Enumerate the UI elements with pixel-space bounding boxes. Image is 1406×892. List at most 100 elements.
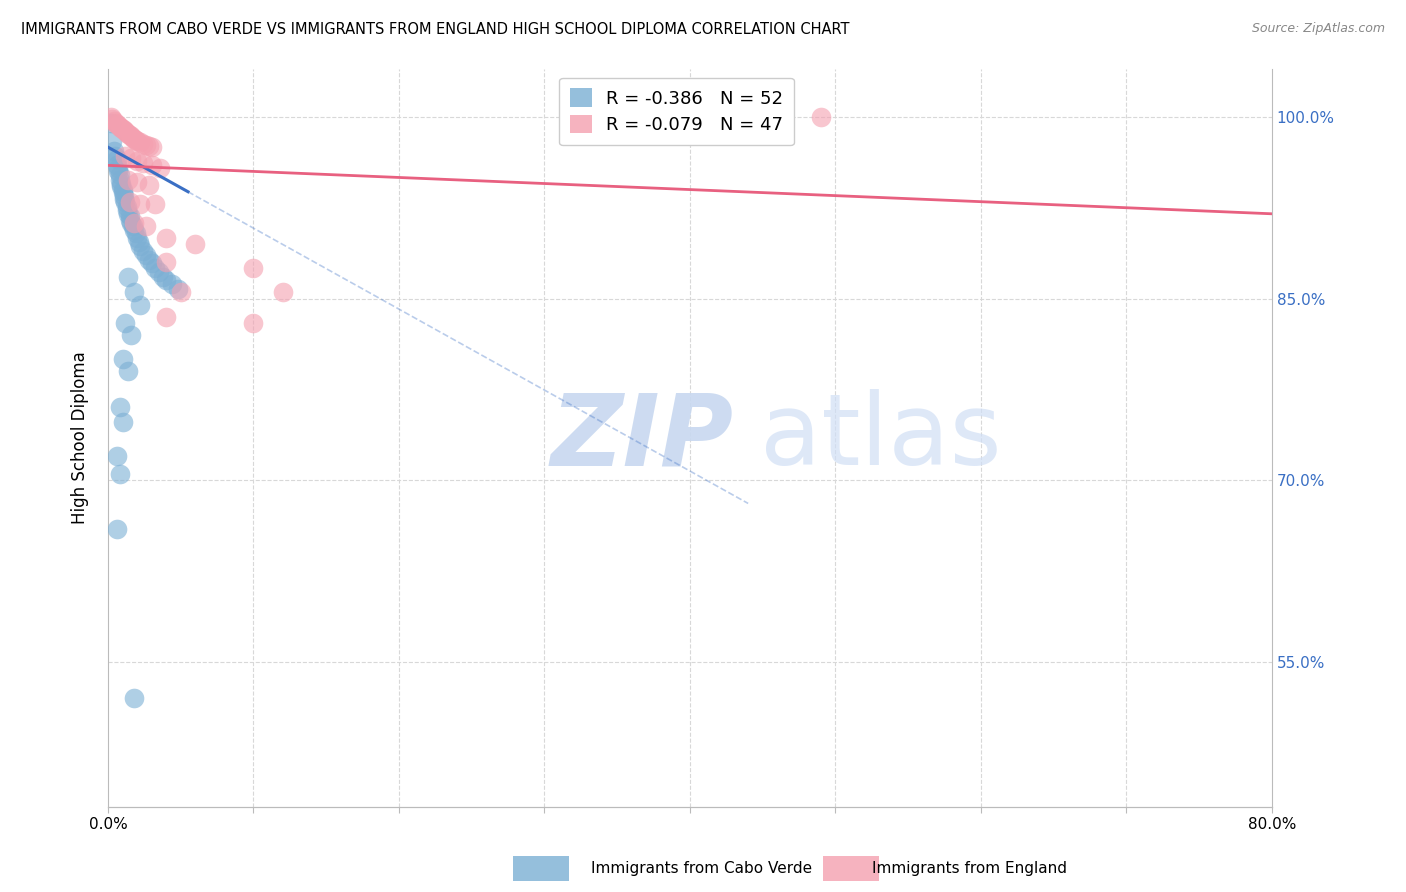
Point xyxy=(141,158,163,172)
Text: atlas: atlas xyxy=(759,389,1001,486)
Point xyxy=(112,192,135,206)
Point xyxy=(115,200,138,214)
Y-axis label: High School Diploma: High School Diploma xyxy=(72,351,89,524)
Point xyxy=(155,310,177,324)
Point xyxy=(132,156,155,170)
Text: IMMIGRANTS FROM CABO VERDE VS IMMIGRANTS FROM ENGLAND HIGH SCHOOL DIPLOMA CORREL: IMMIGRANTS FROM CABO VERDE VS IMMIGRANTS… xyxy=(21,22,849,37)
Point xyxy=(107,164,129,178)
Point xyxy=(100,110,122,124)
Point xyxy=(117,127,139,141)
Point xyxy=(129,239,152,253)
Point xyxy=(105,449,128,463)
Point xyxy=(122,691,145,706)
Point xyxy=(143,261,166,276)
Text: Immigrants from England: Immigrants from England xyxy=(872,861,1067,876)
Point xyxy=(129,197,152,211)
Point xyxy=(810,110,832,124)
Point xyxy=(242,316,264,330)
Point xyxy=(105,117,128,131)
Point xyxy=(127,134,149,148)
Point xyxy=(127,231,149,245)
Point xyxy=(111,415,134,429)
Point xyxy=(108,467,131,481)
Text: ZIP: ZIP xyxy=(550,389,734,486)
Point xyxy=(115,126,138,140)
Point xyxy=(108,120,131,134)
Point xyxy=(107,119,129,133)
Point xyxy=(143,197,166,211)
Point xyxy=(124,226,146,240)
Point xyxy=(114,316,136,330)
Point xyxy=(117,173,139,187)
Point xyxy=(105,158,128,172)
Point xyxy=(148,265,170,279)
Point xyxy=(108,168,131,182)
Point xyxy=(120,217,142,231)
Text: Immigrants from Cabo Verde: Immigrants from Cabo Verde xyxy=(591,861,811,876)
Point xyxy=(118,209,141,223)
Point xyxy=(155,255,177,269)
Point xyxy=(117,364,139,378)
Point xyxy=(115,203,138,218)
Point xyxy=(110,178,132,193)
Point xyxy=(135,248,157,262)
Point xyxy=(242,261,264,276)
Point xyxy=(155,231,177,245)
Point xyxy=(101,112,124,127)
Point xyxy=(110,177,132,191)
Point xyxy=(111,352,134,367)
Text: Source: ZipAtlas.com: Source: ZipAtlas.com xyxy=(1251,22,1385,36)
Point xyxy=(108,173,131,187)
Point xyxy=(118,212,141,227)
Point xyxy=(127,175,149,189)
Point xyxy=(117,207,139,221)
Point xyxy=(149,161,172,175)
Point xyxy=(135,137,157,152)
Point xyxy=(138,178,160,192)
Point xyxy=(141,256,163,270)
Point xyxy=(117,269,139,284)
Point xyxy=(111,185,134,199)
Point xyxy=(107,161,129,175)
Point xyxy=(152,269,174,284)
Point xyxy=(160,277,183,291)
Point xyxy=(108,401,131,415)
Point xyxy=(184,237,207,252)
Point xyxy=(103,144,125,158)
Point xyxy=(121,219,143,233)
Point xyxy=(104,149,127,163)
Point xyxy=(105,153,128,167)
Point xyxy=(111,122,134,136)
Point xyxy=(122,285,145,300)
Point xyxy=(138,252,160,267)
Point xyxy=(114,124,136,138)
Point xyxy=(101,134,124,148)
Point xyxy=(132,136,155,151)
Point xyxy=(132,244,155,259)
Point xyxy=(135,219,157,233)
Point xyxy=(122,132,145,146)
Point xyxy=(105,522,128,536)
Point xyxy=(124,133,146,147)
Point xyxy=(114,149,136,163)
Point xyxy=(166,282,188,296)
Point xyxy=(120,327,142,342)
Point xyxy=(122,217,145,231)
Point xyxy=(112,123,135,137)
Point xyxy=(122,222,145,236)
Point xyxy=(121,130,143,145)
Point xyxy=(129,136,152,150)
Point xyxy=(110,120,132,135)
Legend: R = -0.386   N = 52, R = -0.079   N = 47: R = -0.386 N = 52, R = -0.079 N = 47 xyxy=(560,78,794,145)
Point xyxy=(120,151,142,165)
Point xyxy=(170,285,193,300)
Point xyxy=(114,194,136,209)
Point xyxy=(118,194,141,209)
Point xyxy=(100,116,122,130)
Point xyxy=(271,285,294,300)
Point xyxy=(155,273,177,287)
Point xyxy=(127,153,149,168)
Point xyxy=(129,297,152,311)
Point xyxy=(104,116,127,130)
Point xyxy=(112,188,135,202)
